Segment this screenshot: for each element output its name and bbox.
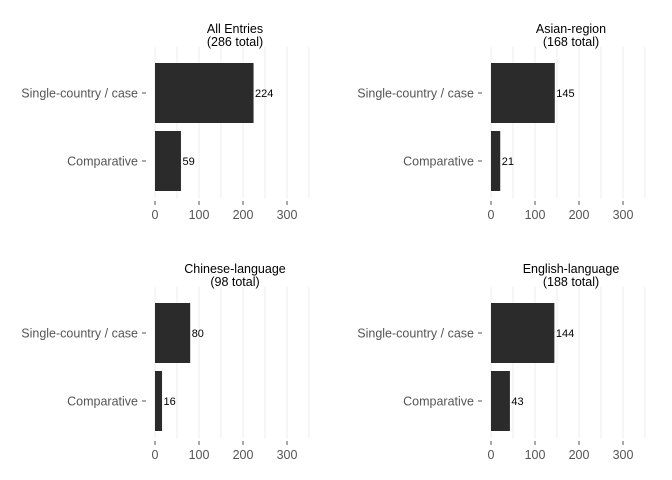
x-tick-label: 100 bbox=[525, 208, 546, 222]
panel-subtitle: (168 total) bbox=[543, 35, 599, 49]
x-tick-label: 0 bbox=[488, 448, 495, 462]
x-tick-label: 100 bbox=[525, 448, 546, 462]
bar-comparative bbox=[491, 371, 510, 431]
x-tick-label: 0 bbox=[152, 208, 159, 222]
x-tick-label: 300 bbox=[277, 448, 298, 462]
category-label: Comparative bbox=[403, 395, 474, 409]
data-label: 80 bbox=[192, 328, 204, 340]
panel-asian-region: Asian-region(168 total) Single-country / … bbox=[357, 22, 646, 222]
panel-subtitle: (188 total) bbox=[543, 275, 599, 289]
bar-comparative bbox=[155, 371, 163, 431]
panel-title: Asian-region bbox=[536, 22, 606, 36]
bar-single-country bbox=[155, 303, 191, 363]
panel-title: All Entries bbox=[207, 22, 263, 36]
data-label: 224 bbox=[255, 88, 273, 100]
bar-single-country bbox=[491, 63, 555, 123]
category-label: Single-country / case bbox=[357, 327, 474, 341]
data-label: 144 bbox=[556, 328, 574, 340]
data-label: 16 bbox=[164, 396, 176, 408]
data-label: 145 bbox=[556, 88, 574, 100]
x-tick-label: 100 bbox=[189, 208, 210, 222]
panel-subtitle: (286 total) bbox=[207, 35, 263, 49]
bar-single-country bbox=[155, 63, 254, 123]
x-tick-label: 0 bbox=[152, 448, 159, 462]
category-label: Comparative bbox=[67, 155, 138, 169]
bar-single-country bbox=[491, 303, 555, 363]
category-label: Single-country / case bbox=[21, 87, 138, 101]
x-tick-label: 100 bbox=[189, 448, 210, 462]
x-tick-label: 300 bbox=[613, 448, 634, 462]
data-label: 59 bbox=[182, 156, 194, 168]
category-label: Comparative bbox=[67, 395, 138, 409]
category-label: Single-country / case bbox=[357, 87, 474, 101]
x-tick-label: 300 bbox=[277, 208, 298, 222]
panel-english-language: English-language(188 total) Single-countr… bbox=[357, 262, 646, 462]
panel-all-entries: All Entries(286 total) Single-country / c… bbox=[21, 22, 310, 222]
x-tick-label: 0 bbox=[488, 208, 495, 222]
x-tick-label: 200 bbox=[569, 448, 590, 462]
panel-subtitle: (98 total) bbox=[210, 275, 259, 289]
x-tick-label: 200 bbox=[233, 208, 254, 222]
category-label: Single-country / case bbox=[21, 327, 138, 341]
x-tick-label: 300 bbox=[613, 208, 634, 222]
panel-title: Chinese-language bbox=[184, 262, 286, 276]
bar-comparative bbox=[155, 131, 181, 191]
panel-title: English-language bbox=[523, 262, 620, 276]
bar-comparative bbox=[491, 131, 501, 191]
x-tick-label: 200 bbox=[233, 448, 254, 462]
data-label: 43 bbox=[511, 396, 523, 408]
x-tick-label: 200 bbox=[569, 208, 590, 222]
category-label: Comparative bbox=[403, 155, 474, 169]
panel-chinese-language: Chinese-language(98 total) Single-country… bbox=[21, 262, 310, 462]
data-label: 21 bbox=[502, 156, 514, 168]
